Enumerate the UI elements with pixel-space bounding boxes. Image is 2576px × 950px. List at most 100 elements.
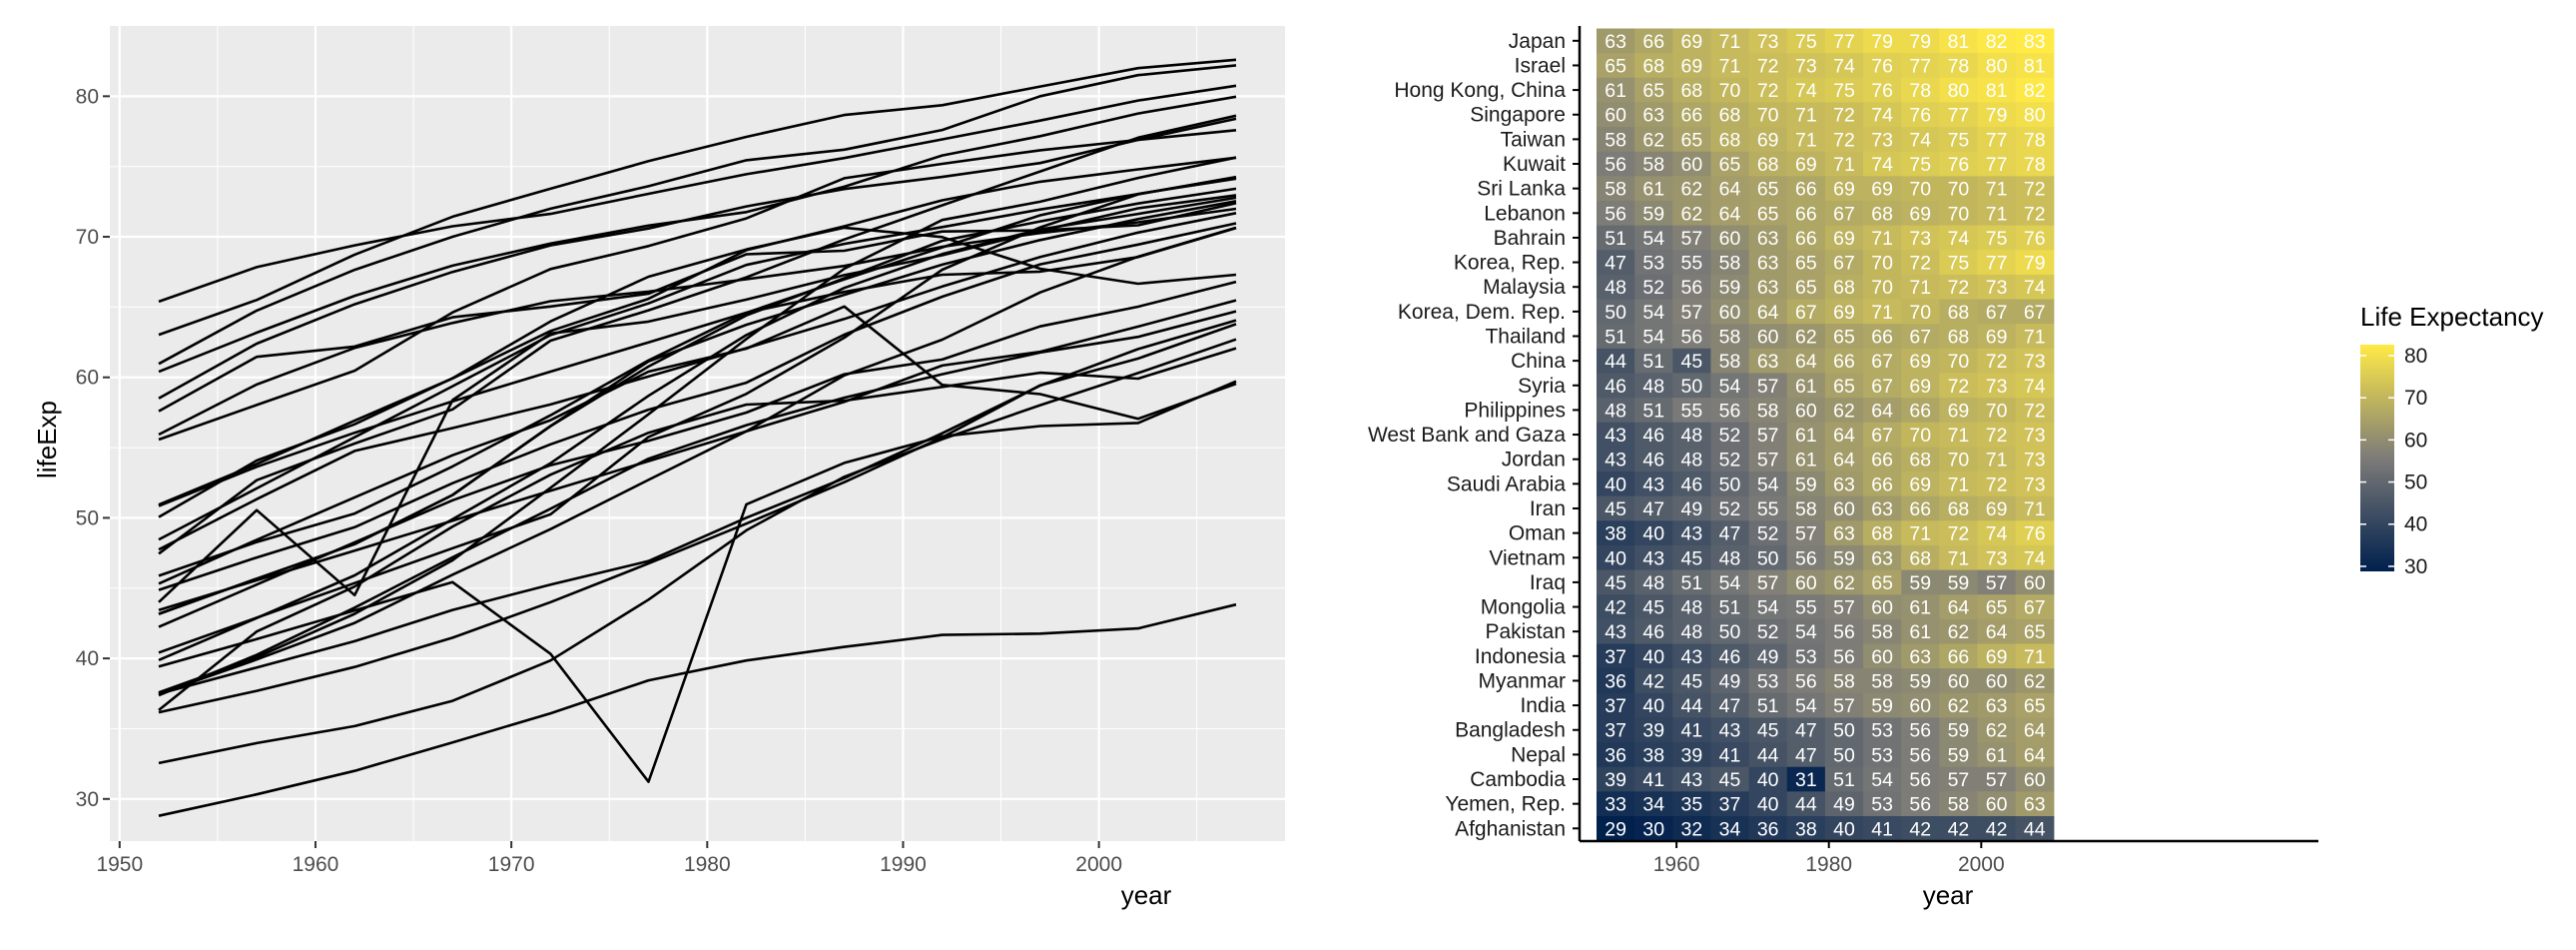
heatmap-cell-label: 48 — [1681, 425, 1703, 447]
heatmap-cell — [1786, 618, 1826, 645]
heatmap-cell-label: 45 — [1681, 351, 1703, 373]
heatmap-cell-label: 71 — [1795, 105, 1817, 127]
heatmap-cell — [1863, 717, 1902, 743]
country-label: Myanmar — [1478, 669, 1566, 692]
heatmap-cell-label: 80 — [2024, 105, 2046, 127]
heatmap-cell — [1939, 348, 1979, 375]
heatmap-cell — [1634, 520, 1673, 546]
heatmap-cell-label: 63 — [1605, 31, 1626, 53]
heatmap-cell — [1939, 472, 1979, 497]
heatmap-cell-label: 47 — [1795, 720, 1817, 742]
heatmap-cell-label: 57 — [1833, 597, 1855, 619]
heatmap-cell — [1824, 520, 1864, 546]
heatmap-cell — [1824, 668, 1864, 694]
heatmap-cell — [1786, 594, 1826, 620]
heatmap-cell — [1672, 544, 1712, 571]
heatmap-cell — [2015, 225, 2055, 251]
heatmap-cell-label: 53 — [1871, 794, 1893, 816]
heatmap-cell-label: 53 — [1871, 744, 1893, 766]
heatmap-cell — [2015, 594, 2055, 620]
heatmap-cell — [1824, 422, 1864, 448]
heatmap-cell — [1748, 176, 1788, 202]
heatmap-cell — [1901, 176, 1940, 202]
heatmap-cell-label: 29 — [1605, 818, 1626, 840]
heatmap-cell — [1710, 398, 1750, 424]
heatmap-cell-label: 47 — [1605, 253, 1626, 275]
heatmap-cell-label: 66 — [1871, 474, 1893, 495]
heatmap-cell — [1672, 422, 1712, 448]
heatmap-cell-label: 43 — [1719, 720, 1741, 742]
heatmap-cell-label: 72 — [1986, 425, 2008, 447]
heatmap-cell-label: 65 — [1757, 179, 1779, 201]
heatmap-cell — [1597, 77, 1635, 104]
country-label: Iraq — [1530, 571, 1566, 594]
heatmap-cell — [2015, 398, 2055, 424]
heatmap-cell-label: 65 — [1795, 277, 1817, 299]
heatmap-cell — [1597, 472, 1635, 497]
heatmap-cell — [1634, 692, 1673, 719]
heatmap-cell-label: 72 — [1833, 105, 1855, 127]
heatmap-cell — [1824, 618, 1864, 645]
heatmap-cell — [2015, 324, 2055, 350]
heatmap-cell — [1901, 520, 1940, 546]
heatmap-cell-label: 50 — [1681, 376, 1703, 398]
heatmap-cell — [1939, 398, 1979, 424]
heatmap-cell-label: 70 — [1909, 302, 1931, 324]
series-line-16 — [158, 212, 1237, 551]
heatmap-cell — [2015, 447, 2055, 473]
heatmap-cell-label: 40 — [1605, 547, 1626, 569]
heatmap-cell-label: 64 — [1719, 179, 1741, 201]
heatmap-cell-label: 54 — [1757, 474, 1779, 495]
heatmap-cell-label: 71 — [1719, 31, 1741, 53]
heatmap-cell-label: 74 — [1871, 154, 1893, 176]
heatmap-cell-label: 60 — [2024, 572, 2046, 594]
line-chart: 1950 1960 1970 1980 1990 2000 30 40 50 60 70 80 ye… — [32, 26, 1285, 910]
heatmap-cell-label: 64 — [2024, 744, 2046, 766]
heatmap-cell — [2015, 373, 2055, 399]
heatmap-cell — [1863, 594, 1902, 620]
heatmap-cell-label: 40 — [1642, 523, 1664, 545]
heatmap-cell-label: 75 — [1795, 31, 1817, 53]
heatmap-cell — [1710, 422, 1750, 448]
heatmap-cell-label: 34 — [1642, 794, 1664, 816]
legend-colorbar — [2360, 345, 2394, 571]
heatmap-cell — [1634, 28, 1673, 54]
heatmap-cell — [1786, 422, 1826, 448]
heatmap-cell-label: 57 — [1757, 425, 1779, 447]
heatmap-cell-label: 72 — [1757, 55, 1779, 77]
heatmap-cell — [1634, 53, 1673, 79]
heatmap-cell-label: 49 — [1719, 670, 1741, 692]
heatmap-cell — [1710, 520, 1750, 546]
heatmap-cell-label: 71 — [1948, 425, 1970, 447]
heatmap-cell — [1597, 668, 1635, 694]
heatmap-cell — [1672, 742, 1712, 768]
heatmap-cell-label: 51 — [1605, 228, 1626, 250]
heatmap-cell-label: 65 — [1642, 80, 1664, 102]
heatmap-cell — [1863, 495, 1902, 521]
heatmap-cell — [1710, 791, 1750, 817]
heatmap-cell — [1824, 102, 1864, 128]
heatmap-cell — [1901, 28, 1940, 54]
heatmap-cell — [1748, 692, 1788, 719]
heatmap-cell-label: 72 — [1757, 80, 1779, 102]
heatmap-cell-label: 61 — [1795, 450, 1817, 472]
heatmap-cell — [1977, 643, 2017, 669]
heatmap-cell-label: 51 — [1642, 400, 1664, 422]
heatmap-cell — [2015, 422, 2055, 448]
heatmap-cell-label: 81 — [1948, 31, 1970, 53]
heatmap-cell-label: 67 — [1871, 351, 1893, 373]
heatmap-cell-label: 66 — [1948, 646, 1970, 668]
heatmap-cell — [2015, 127, 2055, 153]
heatmap-cell-label: 66 — [1833, 351, 1855, 373]
heatmap-cell — [1939, 447, 1979, 473]
country-label: West Bank and Gaza — [1368, 424, 1566, 447]
heatmap-cell-label: 69 — [1871, 179, 1893, 201]
heatmap-cell — [1634, 151, 1673, 177]
heatmap-cell — [1939, 643, 1979, 669]
heatmap-cell-label: 37 — [1605, 720, 1626, 742]
heatmap-cell-label: 71 — [1948, 474, 1970, 495]
heatmap-cell-label: 64 — [1795, 351, 1817, 373]
heatmap-cell — [1977, 373, 2017, 399]
heatmap-cell — [1597, 151, 1635, 177]
heatmap-cell-label: 64 — [1871, 400, 1893, 422]
